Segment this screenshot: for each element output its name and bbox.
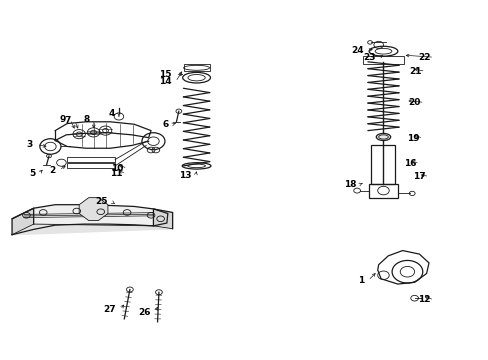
Bar <box>368 184 397 198</box>
Text: 18: 18 <box>343 180 355 189</box>
Polygon shape <box>79 198 108 221</box>
Text: 10: 10 <box>111 164 123 173</box>
Ellipse shape <box>376 134 390 140</box>
Bar <box>67 163 115 168</box>
Text: 12: 12 <box>417 296 429 305</box>
Text: 23: 23 <box>362 53 375 62</box>
Polygon shape <box>12 224 172 235</box>
Text: 4: 4 <box>108 109 115 118</box>
Text: 24: 24 <box>351 46 364 55</box>
Text: 21: 21 <box>408 67 421 76</box>
Text: 5: 5 <box>29 169 35 178</box>
Text: 11: 11 <box>110 169 122 178</box>
Text: 3: 3 <box>26 140 33 149</box>
Bar <box>371 145 395 184</box>
Text: 22: 22 <box>417 53 429 62</box>
Bar <box>363 56 403 64</box>
Polygon shape <box>153 209 172 229</box>
Text: 20: 20 <box>407 98 420 107</box>
Text: 25: 25 <box>95 197 108 206</box>
Text: 13: 13 <box>179 171 191 180</box>
Text: 7: 7 <box>64 116 71 125</box>
Text: 1: 1 <box>357 276 364 285</box>
Text: 9: 9 <box>60 115 66 124</box>
Text: 19: 19 <box>406 134 419 143</box>
Bar <box>183 64 209 71</box>
Text: 27: 27 <box>103 305 116 314</box>
Text: 26: 26 <box>138 308 151 317</box>
Polygon shape <box>12 208 34 235</box>
Polygon shape <box>12 205 167 235</box>
Bar <box>67 157 115 162</box>
Text: 8: 8 <box>84 115 90 124</box>
Text: 16: 16 <box>403 158 415 167</box>
Text: 15: 15 <box>159 70 171 79</box>
Text: 6: 6 <box>162 120 168 129</box>
Text: 17: 17 <box>412 172 425 181</box>
Text: 14: 14 <box>159 77 171 86</box>
Text: 2: 2 <box>49 166 55 175</box>
